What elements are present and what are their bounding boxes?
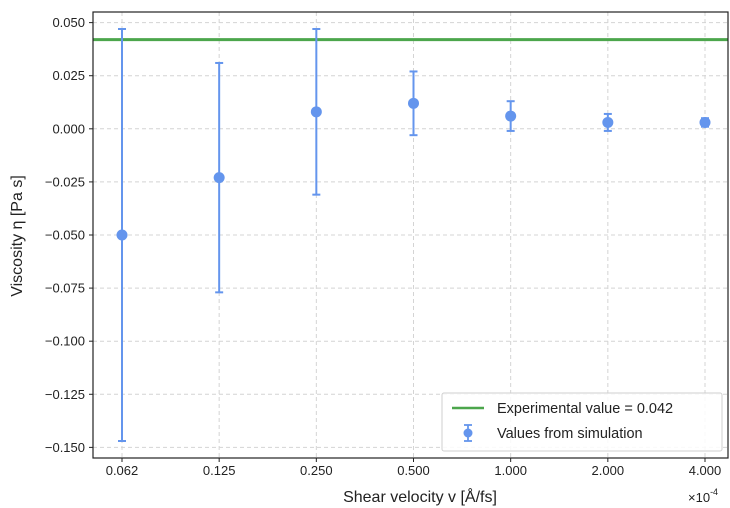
x-tick-label: 0.062 xyxy=(106,463,139,478)
grid xyxy=(93,12,728,458)
legend: Experimental value = 0.042 Values from s… xyxy=(441,392,723,452)
y-tick-label: −0.075 xyxy=(45,281,85,296)
x-tick-label: 0.500 xyxy=(397,463,430,478)
x-multiplier: ×10-4 xyxy=(688,487,718,505)
x-tick-label: 0.125 xyxy=(203,463,236,478)
legend-label-experimental: Experimental value = 0.042 xyxy=(497,401,673,417)
x-tick-label: 2.000 xyxy=(592,463,625,478)
y-axis-ticks: 0.050 0.025 0.000 −0.025 −0.050 −0.075 −0.100 −… xyxy=(45,15,93,455)
x-tick-label: 0.250 xyxy=(300,463,333,478)
y-tick-label: −0.025 xyxy=(45,174,85,189)
y-tick-label: 0.050 xyxy=(52,15,85,30)
data-point xyxy=(699,116,711,128)
x-tick-label: 4.000 xyxy=(689,463,722,478)
data-point xyxy=(505,110,517,122)
data-point xyxy=(602,116,614,128)
data-point xyxy=(408,97,419,109)
data-points xyxy=(116,27,711,443)
data-point xyxy=(213,172,225,184)
legend-label-simulation: Values from simulation xyxy=(497,426,643,442)
y-tick-label: 0.000 xyxy=(52,121,85,136)
y-tick-label: −0.125 xyxy=(45,387,85,402)
legend-marker-swatch xyxy=(463,428,473,438)
y-axis-label: Viscosity η [Pa s] xyxy=(9,175,26,297)
x-axis-ticks: 0.062 0.125 0.250 0.500 1.000 2.000 4.000 xyxy=(106,458,722,478)
x-axis-label: Shear velocity v [Å/fs] xyxy=(343,487,497,506)
x-tick-label: 1.000 xyxy=(494,463,527,478)
x-multiplier-base: ×10 xyxy=(688,490,710,505)
x-multiplier-exponent: -4 xyxy=(710,487,718,497)
data-point xyxy=(310,106,322,118)
y-tick-label: −0.050 xyxy=(45,228,85,243)
legend-box xyxy=(441,392,723,452)
y-tick-label: 0.025 xyxy=(52,68,85,83)
data-point xyxy=(116,229,128,241)
y-tick-label: −0.100 xyxy=(45,334,85,349)
y-tick-label: −0.150 xyxy=(45,440,85,455)
